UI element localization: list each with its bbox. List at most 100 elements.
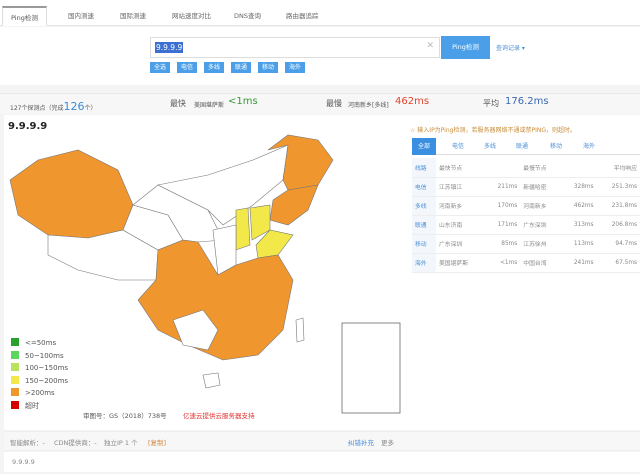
map-approval-number: 审图号：GS（2018）738号 bbox=[83, 412, 167, 420]
table-cell: 江苏徐州 bbox=[520, 234, 561, 254]
table-cell: 广东深圳 bbox=[436, 234, 485, 254]
region-hainan bbox=[202, 372, 221, 389]
report-link[interactable]: 纠错补充 bbox=[348, 439, 374, 447]
info-bar: 智能解析：- CDN提供商：- 独立IP 1 个 [复制] 纠错补充 更多 bbox=[4, 431, 640, 451]
header-average: 平均响应 bbox=[596, 158, 640, 178]
fastest-location: 美国堪萨斯 bbox=[194, 102, 225, 109]
top-tabs: Ping检测 国内测速 国际测速 网站速度对比 DNS查询 路由器追踪 bbox=[0, 0, 640, 26]
table-cell: 河南新乡 bbox=[436, 196, 485, 216]
table-cell: 电信 bbox=[412, 177, 436, 197]
target-ip: 9.9.9.9 bbox=[8, 121, 48, 132]
legend-item: 超时 bbox=[11, 400, 39, 411]
table-cell: 广东深圳 bbox=[520, 215, 561, 235]
node-count: 127个探测点（完成126个） bbox=[10, 100, 97, 113]
dns-info: 智能解析：- bbox=[10, 439, 45, 447]
ping-button[interactable]: Ping检测 bbox=[441, 36, 490, 59]
table-row: 海外 美国堪萨斯 <1ms 中国台湾 241ms 67.5ms bbox=[412, 253, 640, 273]
table-cell: 85ms bbox=[484, 234, 521, 254]
table-cell: 美国堪萨斯 bbox=[436, 253, 485, 273]
tab-site-compare[interactable]: 网站速度对比 bbox=[172, 12, 211, 20]
slowest-label: 最慢 bbox=[326, 99, 342, 108]
result-tab-multi[interactable]: 多线 bbox=[484, 143, 497, 150]
table-cell: 462ms bbox=[560, 196, 597, 216]
legend-label: 100~150ms bbox=[25, 364, 69, 372]
line-tag-overseas[interactable]: 海外 bbox=[285, 62, 306, 73]
header-line: 线路 bbox=[412, 158, 436, 178]
copy-link[interactable]: [复制] bbox=[148, 439, 167, 447]
avg-value: 176.2ms bbox=[505, 96, 549, 107]
host-input-value: 9.9.9.9 bbox=[155, 42, 184, 53]
result-tab-telecom[interactable]: 电信 bbox=[452, 143, 465, 150]
region-central bbox=[137, 239, 294, 361]
line-tag-all[interactable]: 全选 bbox=[150, 62, 171, 73]
stats-bar: 127个探测点（完成126个） 最快 美国堪萨斯 <1ms 最慢 河南新乡[多线… bbox=[0, 93, 640, 114]
line-tag-multi[interactable]: 多线 bbox=[204, 62, 225, 73]
tab-dns[interactable]: DNS查询 bbox=[234, 12, 261, 20]
result-tab-mobile[interactable]: 移动 bbox=[550, 143, 563, 150]
slowest-value: 462ms bbox=[395, 96, 430, 107]
table-cell: 313ms bbox=[560, 215, 597, 235]
fastest-value: <1ms bbox=[228, 96, 258, 107]
table-header: 线路 最快节点 最慢节点 平均响应 bbox=[412, 158, 640, 178]
tab-domestic-speed[interactable]: 国内测速 bbox=[68, 12, 94, 20]
table-cell: 河南新乡 bbox=[520, 196, 561, 216]
table-cell: 多线 bbox=[412, 196, 436, 216]
legend-swatch bbox=[11, 388, 19, 396]
history-link[interactable]: 查询记录 ▾ bbox=[496, 45, 525, 52]
ip-list-row: 9.9.9.9 bbox=[4, 452, 640, 472]
more-link[interactable]: 更多 bbox=[381, 439, 394, 447]
legend-swatch bbox=[11, 400, 19, 409]
region-southwest-white bbox=[172, 309, 219, 351]
table-cell: 231.8ms bbox=[596, 196, 640, 216]
table-cell: 海外 bbox=[412, 253, 436, 273]
table-cell: 170ms bbox=[484, 196, 521, 216]
line-tag-mobile[interactable]: 移动 bbox=[258, 62, 279, 73]
legend-swatch bbox=[11, 363, 19, 371]
legend-item: 50~100ms bbox=[11, 350, 64, 360]
line-tag-telecom[interactable]: 电信 bbox=[177, 62, 198, 73]
table-cell: 113ms bbox=[560, 234, 597, 254]
result-tab-unicom[interactable]: 联通 bbox=[516, 143, 529, 150]
avg-label: 平均 bbox=[483, 99, 499, 108]
table-cell: 江苏镇江 bbox=[436, 177, 485, 197]
table-cell: 206.8ms bbox=[596, 215, 640, 235]
tab-ping[interactable]: Ping检测 bbox=[2, 6, 47, 26]
legend-label: 150~200ms bbox=[25, 376, 69, 385]
table-row: 联通 山东济南 171ms 广东深圳 313ms 206.8ms bbox=[412, 215, 640, 235]
legend-item: >200ms bbox=[11, 388, 55, 397]
legend-item: 150~200ms bbox=[11, 375, 69, 385]
table-cell: 251.3ms bbox=[596, 177, 640, 197]
table-cell: <1ms bbox=[484, 253, 521, 273]
region-taiwan bbox=[295, 317, 305, 343]
china-map bbox=[9, 134, 401, 414]
close-icon[interactable]: ✕ bbox=[426, 41, 434, 51]
tab-traceroute[interactable]: 路由器追踪 bbox=[286, 12, 319, 20]
tab-intl-speed[interactable]: 国际测速 bbox=[120, 12, 146, 20]
slowest-location: 河南新乡[多线] bbox=[348, 102, 389, 109]
region-xinjiang bbox=[9, 149, 134, 239]
table-cell: 新疆哈密 bbox=[520, 177, 561, 197]
legend-label: <=50ms bbox=[25, 339, 57, 347]
results-table: 线路 最快节点 最慢节点 平均响应 电信 江苏镇江 211ms 新疆哈密 328ms 25… bbox=[412, 158, 640, 273]
table-cell: 241ms bbox=[560, 253, 597, 273]
table-cell: 联通 bbox=[412, 215, 436, 235]
table-cell: 67.5ms bbox=[596, 253, 640, 273]
table-cell: 移动 bbox=[412, 234, 436, 254]
legend-swatch bbox=[11, 375, 19, 384]
table-cell: 328ms bbox=[560, 177, 597, 197]
host-input[interactable]: 9.9.9.9 ✕ bbox=[150, 37, 440, 58]
legend-swatch bbox=[11, 338, 19, 346]
table-cell: 94.7ms bbox=[596, 234, 640, 254]
line-tag-unicom[interactable]: 联通 bbox=[231, 62, 252, 73]
table-cell: 山东济南 bbox=[436, 215, 485, 235]
region-shanxi bbox=[235, 207, 251, 251]
legend-item: <=50ms bbox=[11, 338, 56, 347]
result-tab-overseas[interactable]: 海外 bbox=[583, 143, 596, 150]
resolved-ip: 9.9.9.9 bbox=[12, 458, 35, 466]
header-fastest: 最快节点 bbox=[436, 158, 485, 178]
header-slowest: 最慢节点 bbox=[520, 158, 561, 178]
legend-label: 超时 bbox=[25, 401, 39, 410]
result-tab-all[interactable]: 全部 bbox=[412, 138, 437, 155]
legend-label: >200ms bbox=[25, 389, 55, 397]
sponsor-link[interactable]: 亿速云提供云服务器支持 bbox=[183, 412, 255, 420]
